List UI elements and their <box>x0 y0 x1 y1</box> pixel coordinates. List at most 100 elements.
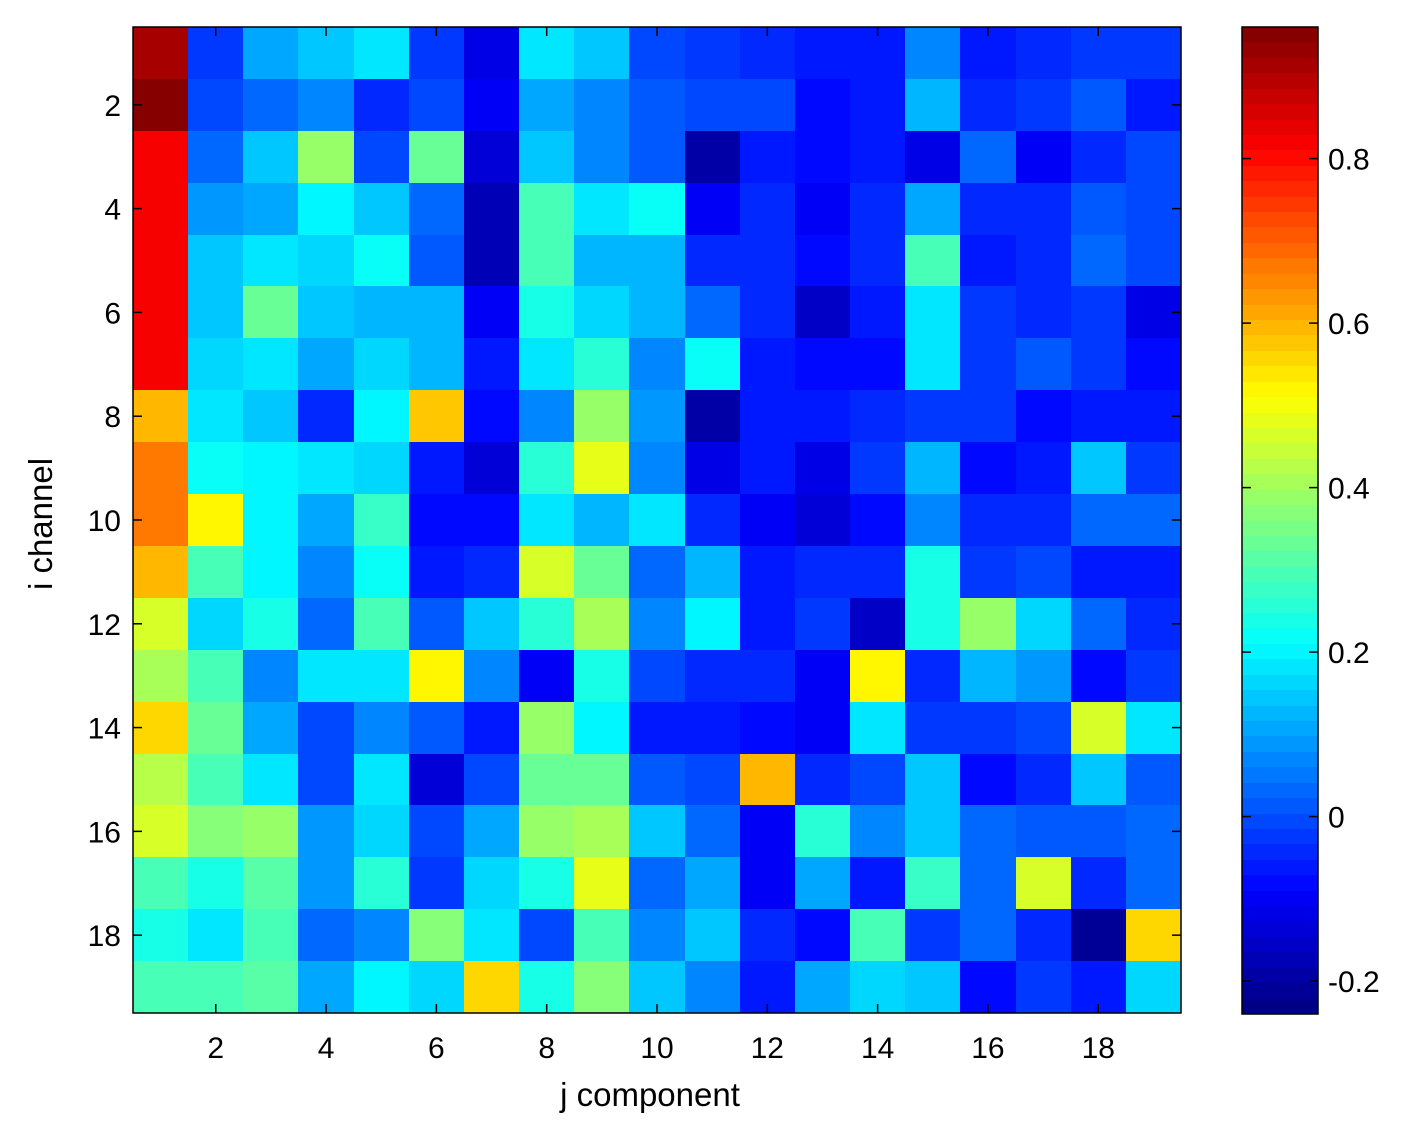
colorbar-frame <box>1241 26 1319 1015</box>
heatmap-cell <box>409 546 464 598</box>
heatmap-cell <box>464 909 519 961</box>
heatmap-cell <box>243 494 298 546</box>
heatmap-cell <box>464 183 519 235</box>
heatmap-cell <box>1126 494 1181 546</box>
y-tick-label: 12 <box>88 609 121 642</box>
heatmap-cell <box>905 79 960 131</box>
heatmap-cell <box>243 546 298 598</box>
heatmap-cell <box>850 131 905 183</box>
heatmap-cell <box>1126 702 1181 754</box>
heatmap-cell <box>464 79 519 131</box>
heatmap-cell <box>188 857 243 909</box>
colorbar-swatch <box>1242 89 1318 104</box>
heatmap-cell <box>905 857 960 909</box>
heatmap-cell <box>905 338 960 390</box>
heatmap-cell <box>1016 650 1071 702</box>
y-tick-label: 6 <box>104 297 121 330</box>
heatmap-cell <box>629 79 685 131</box>
heatmap-cell <box>795 702 850 754</box>
heatmap-cell <box>354 442 409 494</box>
heatmap-cell <box>850 754 905 805</box>
heatmap-cell <box>850 546 905 598</box>
heatmap-cell <box>905 442 960 494</box>
heatmap-cell <box>1126 805 1181 857</box>
colorbar-swatch <box>1242 428 1318 443</box>
heatmap-cell <box>133 79 188 131</box>
heatmap-cell <box>298 909 354 961</box>
heatmap-cell <box>629 805 685 857</box>
colorbar-swatch <box>1242 104 1318 120</box>
heatmap-cell <box>354 79 409 131</box>
heatmap-cell <box>574 442 629 494</box>
heatmap-cell <box>574 286 629 338</box>
heatmap-cell <box>960 702 1016 754</box>
heatmap-cell <box>133 131 188 183</box>
heatmap-cell <box>795 390 850 442</box>
x-tick-label: 2 <box>207 1032 224 1065</box>
heatmap-cell <box>519 805 574 857</box>
x-tick-label: 14 <box>861 1032 894 1065</box>
heatmap-cell <box>133 183 188 235</box>
heatmap-cell <box>850 183 905 235</box>
colorbar-swatch <box>1242 474 1318 490</box>
heatmap-cell <box>298 338 354 390</box>
heatmap-cell <box>298 857 354 909</box>
heatmap-cell <box>243 650 298 702</box>
heatmap-cell <box>685 546 740 598</box>
heatmap-cell <box>298 183 354 235</box>
colorbar-swatch <box>1242 351 1318 366</box>
heatmap-cell <box>409 442 464 494</box>
heatmap-cell <box>1126 79 1181 131</box>
colorbar-swatch <box>1242 166 1318 181</box>
heatmap-cell <box>1016 79 1071 131</box>
heatmap-cell <box>905 754 960 805</box>
heatmap-cell <box>685 805 740 857</box>
heatmap-cell <box>574 598 629 650</box>
colorbar-swatch <box>1242 582 1318 598</box>
heatmap-cell <box>1071 857 1126 909</box>
colorbar-tick-label: 0 <box>1328 802 1345 835</box>
heatmap-cell <box>409 857 464 909</box>
heatmap-cell <box>298 442 354 494</box>
heatmap-cell <box>685 390 740 442</box>
heatmap-cell <box>685 338 740 390</box>
heatmap-cell <box>1126 961 1181 1013</box>
colorbar-swatch <box>1242 181 1318 197</box>
heatmap-cell <box>243 235 298 286</box>
heatmap-cell <box>188 79 243 131</box>
colorbar-tick-label: -0.2 <box>1328 966 1380 999</box>
heatmap-cell <box>740 702 795 754</box>
heatmap-cell <box>464 494 519 546</box>
heatmap-cell <box>409 338 464 390</box>
colorbar-swatch <box>1242 73 1318 89</box>
heatmap-cell <box>740 79 795 131</box>
x-tick-label: 10 <box>640 1032 673 1065</box>
colorbar-swatch <box>1242 58 1318 73</box>
colorbar-swatch <box>1242 289 1318 305</box>
heatmap-cell <box>464 131 519 183</box>
heatmap-cell <box>298 390 354 442</box>
heatmap-cell <box>960 754 1016 805</box>
heatmap-cell <box>795 805 850 857</box>
heatmap-cell <box>905 390 960 442</box>
heatmap-cell <box>354 598 409 650</box>
heatmap-cell <box>685 961 740 1013</box>
colorbar-swatch <box>1242 536 1318 551</box>
heatmap-cell <box>354 390 409 442</box>
heatmap-cell <box>519 442 574 494</box>
colorbar-swatch <box>1242 320 1318 335</box>
heatmap-cell <box>1016 961 1071 1013</box>
heatmap-cell <box>795 183 850 235</box>
colorbar-swatch <box>1242 567 1318 582</box>
heatmap-cell <box>354 961 409 1013</box>
heatmap-cell <box>629 235 685 286</box>
y-tick-label: 2 <box>104 90 121 123</box>
heatmap-cell <box>850 338 905 390</box>
heatmap-cell <box>464 650 519 702</box>
heatmap-cell <box>629 702 685 754</box>
heatmap-cell <box>629 909 685 961</box>
heatmap-cell <box>574 909 629 961</box>
colorbar-swatch <box>1242 197 1318 212</box>
heatmap-cell <box>354 805 409 857</box>
heatmap-cell <box>960 79 1016 131</box>
